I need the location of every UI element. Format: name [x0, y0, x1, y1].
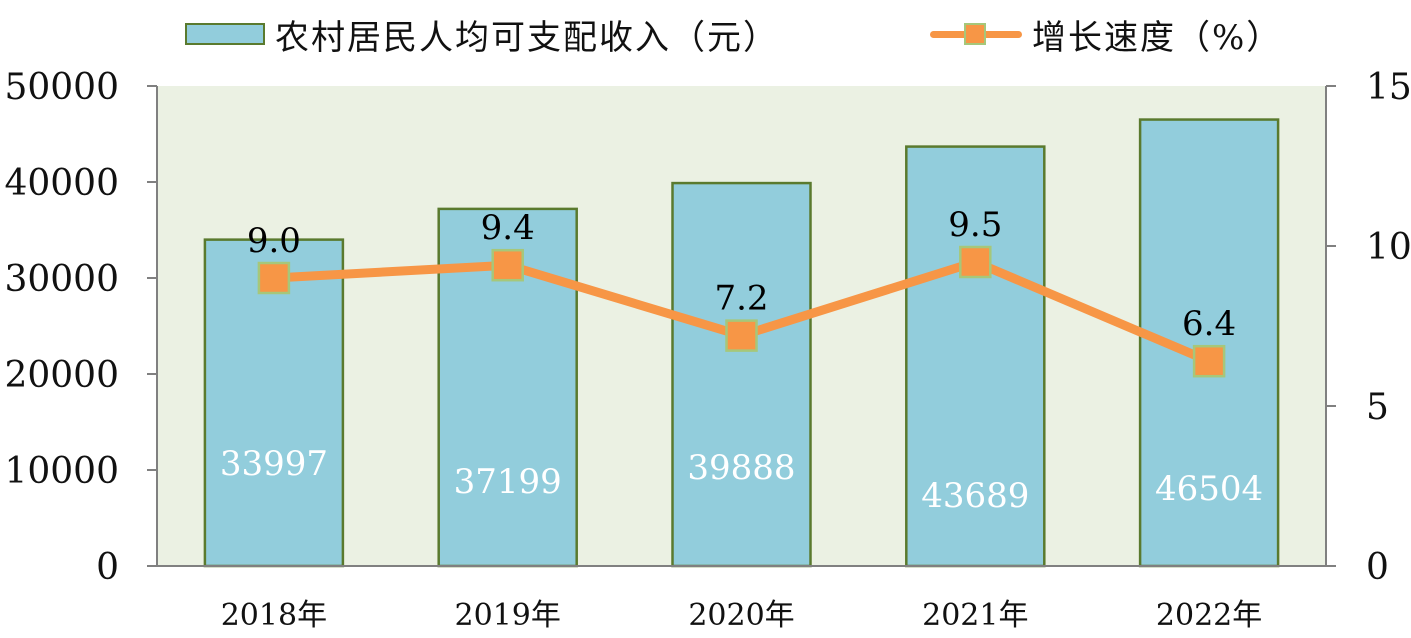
right-tick-label: 5	[1366, 387, 1389, 428]
x-tick-label: 2018年	[221, 598, 327, 633]
growth-value-label: 9.4	[481, 208, 535, 248]
legend-income-label: 农村居民人均可支配收入（元）	[275, 17, 779, 58]
legend-line-swatch	[930, 23, 1022, 45]
x-tick-label: 2022年	[1156, 598, 1262, 633]
income-value-label: 43689	[921, 476, 1029, 516]
right-tick-label: 0	[1366, 547, 1389, 588]
income-value-label: 39888	[687, 448, 795, 488]
income-bar	[671, 181, 812, 568]
chart-legend: 农村居民人均可支配收入（元） 增长速度（%）	[0, 8, 1411, 60]
right-tick-label: 15	[1366, 67, 1411, 108]
growth-marker	[257, 261, 291, 295]
legend-bar-swatch	[185, 23, 265, 45]
growth-value-label: 7.2	[714, 279, 768, 319]
x-tick-label: 2020年	[688, 598, 794, 633]
growth-value-label: 6.4	[1182, 304, 1236, 344]
left-tick-label: 50000	[4, 67, 119, 108]
left-tick-label: 20000	[4, 355, 119, 396]
x-tick-label: 2019年	[455, 598, 561, 633]
growth-marker	[1192, 344, 1226, 378]
income-bar	[905, 145, 1046, 568]
x-tick-label: 2021年	[922, 598, 1028, 633]
legend-item-income: 农村居民人均可支配收入（元）	[185, 8, 779, 60]
income-value-label: 37199	[454, 462, 562, 502]
growth-marker	[959, 245, 992, 279]
left-tick-label: 30000	[4, 259, 119, 300]
left-tick-label: 0	[96, 547, 119, 588]
left-tick-label: 10000	[4, 451, 119, 492]
growth-value-label: 9.5	[948, 205, 1002, 245]
income-value-label: 33997	[220, 444, 328, 484]
growth-marker	[725, 319, 758, 352]
growth-value-label: 9.0	[247, 221, 301, 261]
legend-growth-label: 增长速度（%）	[1032, 17, 1283, 58]
left-tick-label: 40000	[4, 163, 119, 204]
right-tick-label: 10	[1366, 227, 1411, 268]
income-value-label: 46504	[1155, 469, 1263, 509]
legend-item-growth: 增长速度（%）	[930, 8, 1282, 60]
growth-marker	[491, 248, 524, 282]
